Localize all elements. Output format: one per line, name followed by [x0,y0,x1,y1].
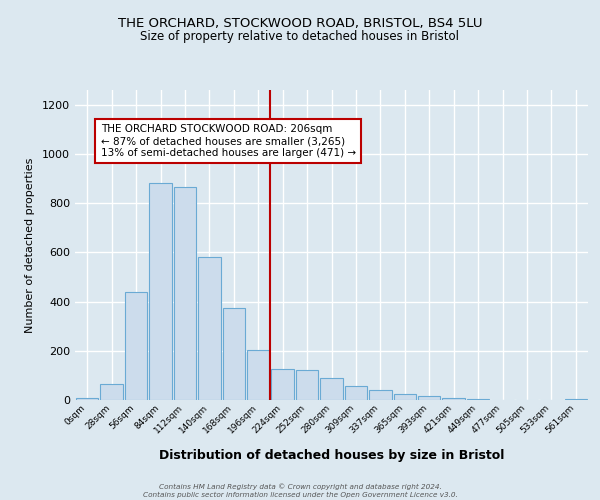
Bar [320,378,343,400]
Bar [198,258,221,400]
Bar [344,386,367,400]
Bar [223,308,245,400]
Bar [149,184,172,400]
Bar [369,390,392,400]
Bar [100,384,123,400]
Y-axis label: Number of detached properties: Number of detached properties [25,158,35,332]
Bar [76,398,98,400]
Bar [247,350,269,400]
Bar [173,187,196,400]
Bar [296,370,319,400]
Text: Contains HM Land Registry data © Crown copyright and database right 2024.
Contai: Contains HM Land Registry data © Crown c… [143,484,457,498]
Bar [467,399,490,400]
Bar [442,398,465,400]
Text: Size of property relative to detached houses in Bristol: Size of property relative to detached ho… [140,30,460,43]
Bar [394,394,416,400]
Bar [418,396,440,400]
Bar [125,292,148,400]
Text: THE ORCHARD, STOCKWOOD ROAD, BRISTOL, BS4 5LU: THE ORCHARD, STOCKWOOD ROAD, BRISTOL, BS… [118,18,482,30]
Bar [565,399,587,400]
X-axis label: Distribution of detached houses by size in Bristol: Distribution of detached houses by size … [159,449,504,462]
Text: THE ORCHARD STOCKWOOD ROAD: 206sqm
← 87% of detached houses are smaller (3,265)
: THE ORCHARD STOCKWOOD ROAD: 206sqm ← 87%… [101,124,356,158]
Bar [271,369,294,400]
